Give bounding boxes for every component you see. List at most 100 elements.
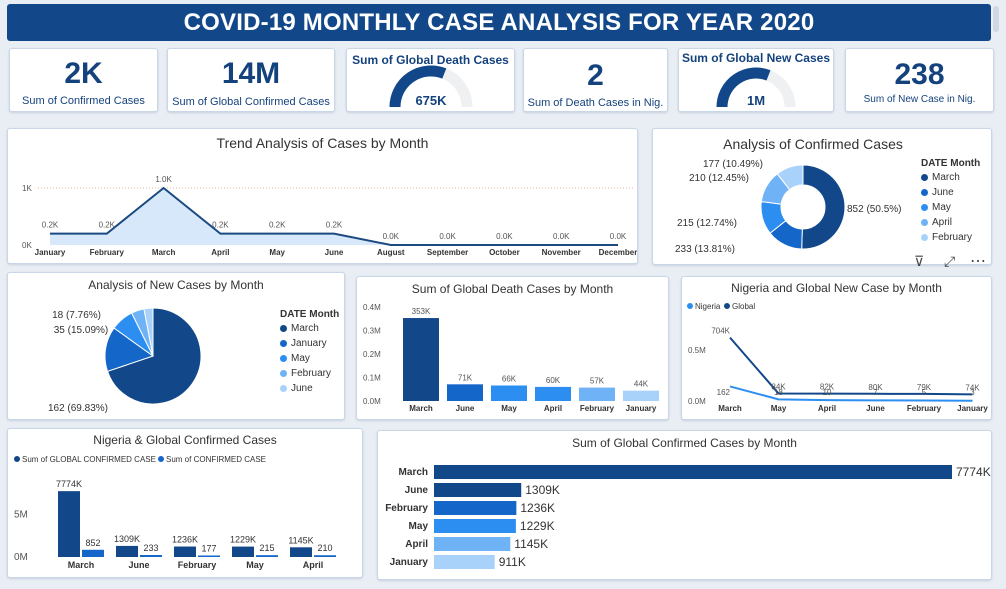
confirmed-donut-chart: 852 (50.5%) 233 (13.81%) 215 (12.74%) 210 (… [675, 159, 902, 255]
pie-legend: DATE Month March January May February June [280, 309, 339, 398]
legend-label: June [932, 187, 954, 198]
x-tick-label: June [128, 560, 149, 570]
legend-label: April [932, 217, 953, 228]
scrollbar[interactable] [993, 6, 999, 32]
trend-chart-card[interactable]: Trend Analysis of Cases by Month 1K 0K 0.2… [7, 128, 638, 264]
x-tick-label: March [152, 248, 176, 257]
x-tick-label: June [456, 404, 475, 413]
data-label: 1236K [520, 501, 555, 515]
bar [491, 385, 527, 401]
bar [447, 384, 483, 401]
more-options-icon[interactable]: ⋯ [970, 253, 986, 270]
x-tick-label: February [907, 404, 942, 413]
kpi-global-confirmed[interactable]: 14M Sum of Global Confirmed Cases [167, 48, 335, 112]
deaths-bar-card[interactable]: Sum of Global Death Cases by Month 0.0M 0… [356, 276, 669, 420]
filter-icon[interactable]: ⊽ [914, 253, 925, 269]
legend-item[interactable]: June [280, 383, 339, 394]
x-tick-label: May [501, 404, 517, 413]
deaths-bar-chart: 0.0M 0.1M 0.2M 0.3M 0.4M 353K March 71K June 66K M… [363, 303, 659, 413]
chart-title: Nigeria & Global Confirmed Cases [93, 433, 277, 447]
gauge-chart: 1M [716, 67, 796, 108]
chart-title: Sum of Global Confirmed Cases by Month [572, 436, 797, 450]
y-tick-label: 0M [14, 552, 28, 563]
legend-item[interactable]: February [921, 232, 980, 243]
legend-item[interactable]: March [280, 323, 339, 334]
x-tick-label: June [866, 404, 885, 413]
bar [314, 555, 336, 557]
data-label: 7774K [956, 465, 991, 479]
ng-global-line-card[interactable]: Nigeria and Global New Case by Month Nig… [681, 276, 992, 420]
legend-item[interactable]: January [280, 338, 339, 349]
kpi-deaths-nigeria[interactable]: 2 Sum of Death Cases in Nig. [523, 48, 668, 112]
legend-item[interactable]: May [921, 202, 980, 213]
bar [58, 491, 80, 557]
ng-confirmed-bar-card[interactable]: Nigeria & Global Confirmed Cases Sum of … [7, 428, 363, 578]
x-tick-label: May [771, 404, 787, 413]
data-label: 71K [458, 373, 473, 382]
gauge-fill [389, 65, 447, 108]
legend-dot [280, 355, 287, 362]
bar [623, 390, 659, 401]
bar [256, 555, 278, 557]
global-confirmed-hbar-chart: March 7774K June 1309K February 1236K May 1229K… [385, 465, 991, 569]
legend-label: May [932, 202, 951, 213]
chart-title: Trend Analysis of Cases by Month [216, 135, 429, 151]
y-tick-label: March [399, 467, 428, 478]
legend-label: February [291, 368, 332, 379]
global-confirmed-bar-card[interactable]: Sum of Global Confirmed Cases by Month M… [377, 430, 992, 580]
newcases-pie-card[interactable]: Analysis of New Cases by Month 162 (69.8… [7, 272, 345, 420]
bar [82, 549, 104, 557]
gauge-global-deaths[interactable]: Sum of Global Death Cases 675K [346, 48, 515, 112]
data-label: 60K [546, 376, 561, 385]
legend-label: June [291, 383, 313, 394]
data-label: 210 [317, 543, 332, 553]
data-label: 1145K [288, 535, 313, 545]
donut-slice [801, 164, 846, 250]
data-label: 1236K [172, 535, 198, 545]
data-label: 0.2K [269, 221, 286, 230]
legend-item[interactable]: February [280, 368, 339, 379]
y-tick-label: 0.3M [363, 327, 381, 336]
x-tick-label: November [542, 248, 581, 257]
gauge-title: Sum of Global Death Cases [352, 53, 509, 67]
kpi-new-nigeria[interactable]: 238 Sum of New Case in Nig. [845, 48, 994, 112]
data-label: 0.0K [383, 232, 400, 241]
y-tick-label: June [405, 485, 429, 496]
data-label: 1309K [114, 534, 140, 544]
data-label: 18 [774, 388, 783, 397]
legend-item[interactable]: March [921, 172, 980, 183]
x-tick-label: September [427, 248, 468, 257]
data-label: 7 [873, 388, 878, 397]
kpi-label: Sum of Global Confirmed Cases [172, 96, 330, 108]
bar [290, 547, 312, 557]
slice-label: 210 (12.45%) [689, 173, 749, 184]
data-label: 1145K [514, 537, 548, 551]
legend-dot [921, 234, 928, 241]
legend-item[interactable]: April [921, 217, 980, 228]
confirmed-donut-card[interactable]: Analysis of Confirmed Cases 852 (50.5%) 2… [652, 128, 992, 265]
slice-label: 162 (69.83%) [48, 403, 108, 414]
x-tick-label: January [35, 248, 66, 257]
legend-dot [687, 303, 693, 309]
chart-title: Nigeria and Global New Case by Month [731, 281, 942, 295]
kpi-confirmed-cases[interactable]: 2K Sum of Confirmed Cases [9, 48, 158, 112]
data-label: 0.0K [610, 232, 627, 241]
expand-icon[interactable]: ⤢ [944, 253, 956, 269]
x-tick-label: January [626, 404, 657, 413]
data-label: 0.2K [99, 221, 116, 230]
legend-item[interactable]: May [280, 353, 339, 364]
gauge-global-new[interactable]: Sum of Global New Cases 1M [678, 48, 834, 112]
y-tick-label: 0.1M [363, 374, 381, 383]
bar [434, 537, 511, 551]
data-label: 79K [917, 383, 932, 392]
legend-dot [280, 325, 287, 332]
bar [140, 555, 162, 557]
data-label: 0.0K [496, 232, 513, 241]
chart-title: Analysis of New Cases by Month [88, 278, 264, 292]
donut-legend: DATE Month March June May April February [921, 158, 980, 247]
y-tick-label: February [385, 503, 428, 514]
ng-global-line-chart: Nigeria Global 0.0M 0.5M 704K 84K 82K 80K 79K 74K… [687, 302, 988, 413]
slice-label: 852 (50.5%) [847, 204, 901, 215]
bar [434, 555, 495, 569]
legend-item[interactable]: June [921, 187, 980, 198]
